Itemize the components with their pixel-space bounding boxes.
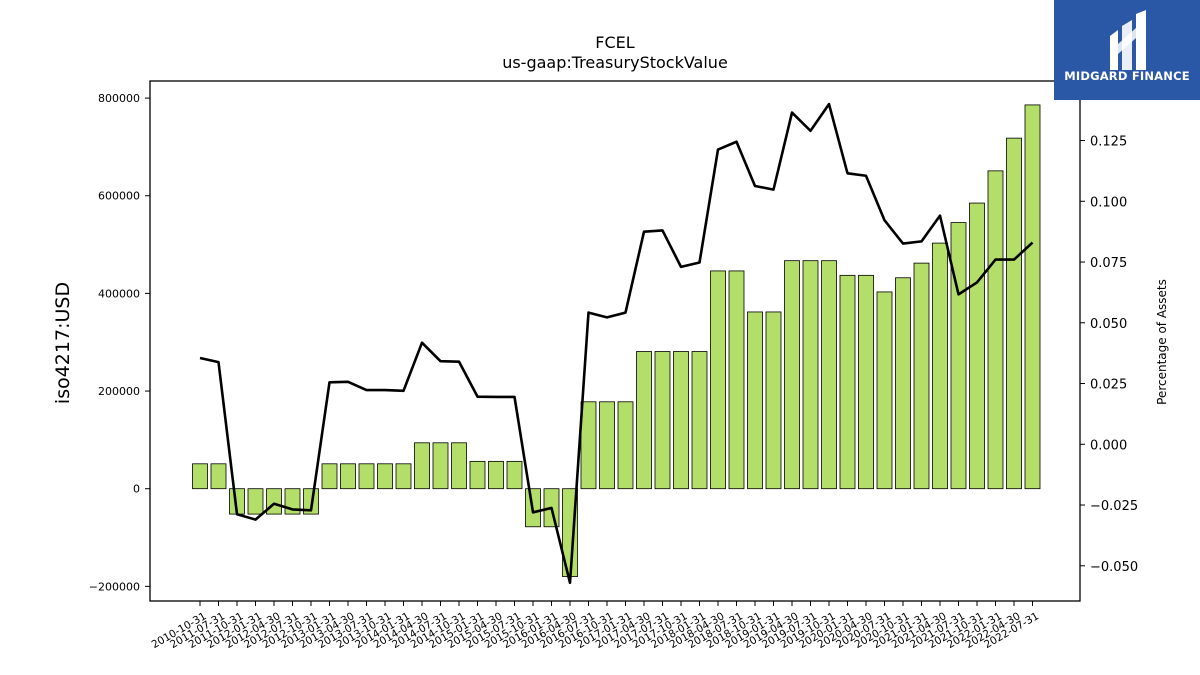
y-right-tick-label: 0.050 (1090, 317, 1127, 332)
logo-background (1054, 0, 1200, 100)
bar (895, 277, 911, 490)
bar (247, 488, 264, 515)
bar (266, 488, 282, 515)
bar (1024, 104, 1041, 490)
bar (358, 463, 375, 490)
y-right-tick-label: −0.025 (1090, 499, 1138, 514)
y-tick-label: −200000 (89, 580, 140, 593)
bar (858, 274, 874, 490)
bar (488, 460, 504, 490)
bar (506, 460, 523, 490)
bar (340, 463, 356, 490)
plot-frame (149, 80, 1081, 602)
y-axis-right-label: Percentage of Assets (1155, 279, 1169, 405)
logo-mark-icon (1110, 10, 1146, 70)
y-right-tick-label: −0.050 (1090, 560, 1138, 575)
bar (747, 311, 763, 490)
bar (913, 262, 930, 490)
y-right-tick-label: 0.075 (1090, 256, 1127, 271)
bar (192, 463, 208, 490)
y-right-tick-label: 0.125 (1090, 135, 1127, 150)
chart-title: FCEL (595, 33, 634, 52)
bar (969, 202, 985, 490)
bar (710, 270, 726, 490)
bar (654, 351, 671, 490)
bar (932, 242, 948, 490)
bar (728, 270, 745, 490)
bar (673, 351, 689, 490)
bar (784, 260, 800, 490)
y-tick-label: 600000 (98, 190, 140, 203)
bar (691, 351, 708, 490)
bar (580, 401, 597, 490)
chart-subtitle: us-gaap:TreasuryStockValue (502, 53, 728, 72)
bar (765, 311, 782, 490)
brand-logo: MIDGARD FINANCE (1054, 0, 1200, 100)
bar (377, 463, 393, 490)
bar (414, 442, 430, 490)
bar (802, 260, 819, 490)
bar (1006, 137, 1022, 490)
y-right-tick-label: 0.100 (1090, 195, 1127, 210)
y-axis-label: iso4217:USD (52, 282, 74, 404)
bar (451, 442, 467, 490)
bar (636, 351, 652, 490)
y-right-tick-label: 0.025 (1090, 378, 1127, 393)
y-tick-label: 0 (133, 483, 140, 496)
bar (321, 463, 338, 490)
y-tick-label: 400000 (98, 287, 140, 300)
bar (395, 463, 412, 490)
y-right-tick-label: 0.000 (1090, 438, 1127, 453)
y-tick-label: 800000 (98, 92, 140, 105)
bar (599, 401, 615, 490)
series-line (199, 102, 1034, 585)
bar (821, 260, 837, 490)
y-tick-label: 200000 (98, 385, 140, 398)
bar (950, 222, 967, 490)
plot-area: −200000 0 200000 400000 600000 800000 −0.050 −0… (89, 80, 1138, 651)
bar (987, 170, 1004, 490)
bar (839, 274, 856, 490)
bar (876, 291, 893, 490)
bar (617, 401, 634, 490)
logo-text: MIDGARD FINANCE (1064, 69, 1190, 83)
bar (469, 460, 486, 490)
bar (210, 463, 227, 490)
bar (432, 442, 449, 490)
